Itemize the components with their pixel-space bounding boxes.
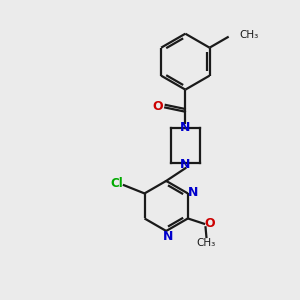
Text: O: O xyxy=(152,100,163,113)
Text: O: O xyxy=(204,217,215,230)
Text: N: N xyxy=(180,158,190,171)
Text: Cl: Cl xyxy=(110,177,123,190)
Text: N: N xyxy=(180,121,190,134)
Text: N: N xyxy=(188,186,198,199)
Text: N: N xyxy=(163,230,173,243)
Text: CH₃: CH₃ xyxy=(239,30,258,40)
Text: CH₃: CH₃ xyxy=(197,238,216,248)
